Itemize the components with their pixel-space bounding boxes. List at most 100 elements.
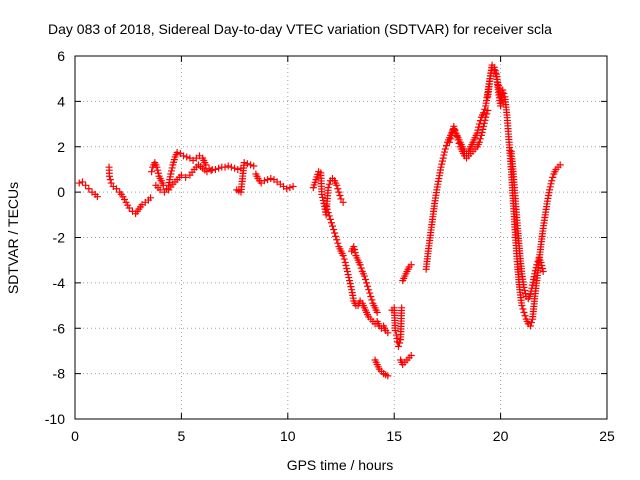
data-point (350, 246, 358, 254)
data-point (343, 265, 351, 273)
data-point (446, 138, 454, 146)
data-point (521, 312, 529, 320)
data-point (224, 162, 232, 170)
data-point (221, 163, 229, 171)
x-tick-label: 10 (280, 428, 296, 444)
x-tick-label: 20 (493, 428, 509, 444)
data-point (267, 175, 275, 183)
data-point (481, 105, 489, 113)
chart-title: Day 083 of 2018, Sidereal Day-to-day VTE… (48, 21, 552, 37)
data-point (283, 185, 291, 193)
data-point (546, 183, 554, 191)
y-tick-label: -8 (53, 366, 66, 382)
data-point (439, 154, 447, 162)
data-point (454, 136, 462, 144)
data-point (160, 188, 168, 196)
data-point (480, 122, 488, 130)
data-point (483, 110, 491, 118)
x-tick-label: 25 (599, 428, 615, 444)
data-point (78, 178, 86, 186)
data-point (499, 86, 507, 94)
data-point (438, 157, 446, 165)
data-point (105, 172, 113, 180)
data-point (341, 258, 349, 266)
data-point (334, 185, 342, 193)
data-point (339, 198, 347, 206)
data-point (247, 161, 255, 169)
data-point (479, 125, 487, 133)
data-point (211, 165, 219, 173)
data-point (527, 287, 535, 295)
data-point (234, 165, 242, 173)
data-point (167, 167, 175, 175)
data-point (331, 229, 339, 237)
data-point (538, 261, 546, 269)
x-tick-label: 5 (178, 428, 186, 444)
data-point (231, 164, 239, 172)
data-point (450, 122, 458, 130)
data-point (182, 173, 190, 181)
data-point (177, 171, 185, 179)
data-point (260, 177, 268, 185)
data-point (168, 164, 176, 172)
data-point (473, 129, 481, 137)
data-point (153, 163, 161, 171)
data-point (323, 205, 331, 213)
x-tick-label: 15 (386, 428, 402, 444)
data-point (335, 188, 343, 196)
data-series (75, 61, 564, 380)
data-point (440, 151, 448, 159)
data-point (475, 123, 483, 131)
data-point (330, 226, 338, 234)
data-point (350, 243, 358, 251)
y-tick-label: 2 (57, 139, 65, 155)
data-point (441, 148, 449, 156)
data-point (526, 290, 534, 298)
data-point (332, 232, 340, 240)
data-point (173, 148, 181, 156)
data-point (346, 277, 354, 285)
data-point (328, 222, 336, 230)
data-point (347, 283, 355, 291)
data-point (325, 180, 333, 188)
data-point (556, 161, 564, 169)
data-point (455, 139, 463, 147)
data-point (453, 133, 461, 141)
data-point (250, 162, 258, 170)
data-point (447, 135, 455, 143)
data-point (346, 280, 354, 288)
data-point (356, 261, 364, 269)
y-tick-label: 4 (57, 93, 65, 109)
data-point (532, 264, 540, 272)
data-point (82, 181, 90, 189)
data-point (112, 185, 120, 193)
data-point (147, 194, 155, 202)
data-point (477, 131, 485, 139)
y-tick-label: -2 (53, 230, 66, 246)
data-point (367, 292, 375, 300)
y-tick-label: 0 (57, 184, 65, 200)
data-point (344, 271, 352, 279)
data-point (340, 255, 348, 263)
x-tick-label: 0 (71, 428, 79, 444)
data-point (441, 145, 449, 153)
data-point (366, 289, 374, 297)
data-point (203, 168, 211, 176)
data-point (546, 186, 554, 194)
data-point (394, 342, 402, 350)
data-point (490, 63, 498, 71)
data-point (528, 284, 536, 292)
data-point (482, 113, 490, 121)
y-tick-label: 6 (57, 48, 65, 64)
data-point (333, 236, 341, 244)
data-point (537, 258, 545, 266)
data-point (520, 283, 528, 291)
data-point (334, 239, 342, 247)
data-point (325, 212, 333, 220)
data-point (180, 152, 188, 160)
data-point (345, 274, 353, 282)
data-point (85, 185, 93, 193)
data-point (407, 351, 415, 359)
y-tick-label: -10 (45, 411, 65, 427)
